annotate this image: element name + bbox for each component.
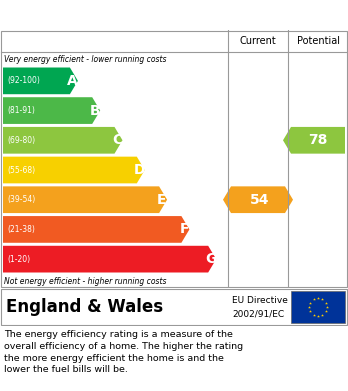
Text: Potential: Potential: [296, 36, 340, 46]
Text: Not energy efficient - higher running costs: Not energy efficient - higher running co…: [4, 276, 166, 285]
Text: 2002/91/EC: 2002/91/EC: [232, 309, 284, 318]
Text: (92-100): (92-100): [7, 76, 40, 85]
Text: The energy efficiency rating is a measure of the
overall efficiency of a home. T: The energy efficiency rating is a measur…: [4, 330, 243, 375]
Polygon shape: [3, 216, 189, 243]
Text: England & Wales: England & Wales: [6, 298, 163, 316]
Text: Very energy efficient - lower running costs: Very energy efficient - lower running co…: [4, 54, 166, 63]
Text: (81-91): (81-91): [7, 106, 35, 115]
Text: D: D: [134, 163, 145, 177]
Text: E: E: [157, 193, 167, 207]
Text: Energy Efficiency Rating: Energy Efficiency Rating: [9, 7, 211, 23]
Text: (1-20): (1-20): [7, 255, 30, 264]
Polygon shape: [3, 246, 216, 273]
Text: F: F: [180, 222, 189, 237]
Text: A: A: [67, 74, 78, 88]
Text: EU Directive: EU Directive: [232, 296, 288, 305]
Polygon shape: [3, 187, 167, 213]
Text: B: B: [90, 104, 100, 118]
Text: Current: Current: [240, 36, 276, 46]
Text: (39-54): (39-54): [7, 195, 35, 204]
Polygon shape: [283, 127, 345, 154]
Bar: [291, 291, 345, 323]
Text: (69-80): (69-80): [7, 136, 35, 145]
Text: (55-68): (55-68): [7, 165, 35, 174]
Polygon shape: [223, 187, 293, 213]
Text: C: C: [112, 133, 122, 147]
Polygon shape: [3, 97, 100, 124]
Text: (21-38): (21-38): [7, 225, 35, 234]
Polygon shape: [3, 157, 145, 183]
Polygon shape: [3, 68, 78, 94]
Text: G: G: [205, 252, 217, 266]
Text: 78: 78: [308, 133, 328, 147]
Text: 54: 54: [250, 193, 270, 207]
Polygon shape: [3, 127, 122, 154]
